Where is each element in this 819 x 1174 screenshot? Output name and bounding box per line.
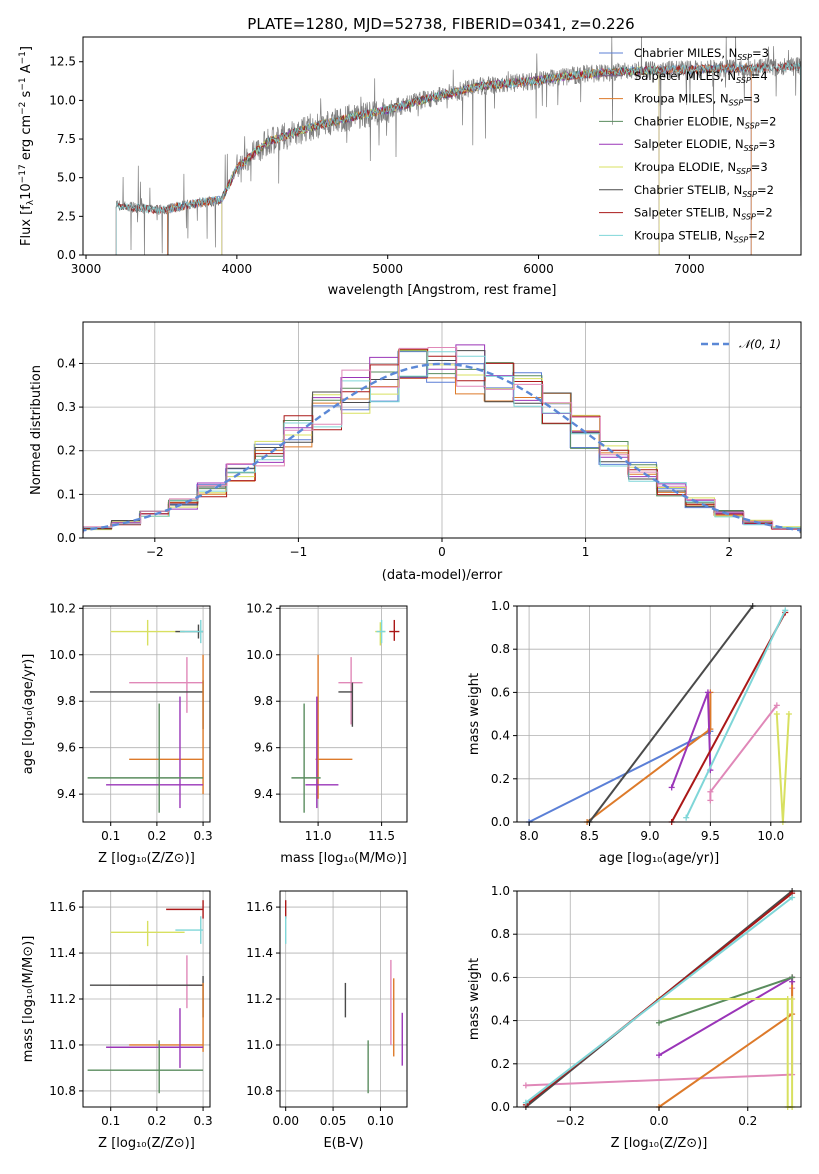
spectrum-xtick-label: 5000 [372, 262, 403, 276]
ytick-label: 10.0 [49, 648, 76, 662]
panel-xlabel: age [log₁₀(age/yr)] [599, 851, 720, 866]
histogram-ytick-label: 0.2 [57, 444, 76, 458]
xtick-label: 0.0 [649, 1114, 668, 1128]
xtick-label: 10.0 [757, 829, 784, 843]
histogram-xlabel: (data-model)/error [382, 568, 503, 583]
xtick-label: 0.10 [367, 1114, 394, 1128]
ytick-label: 10.8 [246, 1084, 273, 1098]
spectrum-xtick-label: 3000 [71, 262, 102, 276]
xtick-label: 0.2 [738, 1114, 757, 1128]
spectrum-ytick-label: 5.0 [57, 171, 76, 185]
histogram-ytick-label: 0.3 [57, 400, 76, 414]
xtick-label: 0.2 [147, 1114, 166, 1128]
xtick-label: 0.05 [320, 1114, 347, 1128]
ytick-label: 9.6 [57, 741, 76, 755]
spectrum-xlabel: wavelength [Angstrom, rest frame] [328, 283, 557, 298]
histogram-ytick-label: 0.4 [57, 356, 76, 370]
ytick-label: 11.2 [246, 992, 273, 1006]
ytick-label: 0.0 [491, 815, 510, 829]
spectrum-xtick-label: 4000 [222, 262, 253, 276]
histogram-xtick-label: −1 [290, 545, 308, 559]
spectrum-ytick-label: 10.0 [49, 93, 76, 107]
ytick-label: 9.4 [254, 787, 273, 801]
xtick-label: 11.5 [368, 829, 395, 843]
ytick-label: 10.8 [49, 1084, 76, 1098]
spectrum-xtick-label: 7000 [674, 262, 705, 276]
spectrum-ytick-label: 2.5 [57, 209, 76, 223]
ytick-label: 0.0 [491, 1100, 510, 1114]
histogram-ytick-label: 0.1 [57, 487, 76, 501]
panel-ylabel: mass weight [467, 958, 482, 1040]
ytick-label: 0.6 [491, 685, 510, 699]
histogram-ytick-label: 0.0 [57, 531, 76, 545]
legend-entry: 𝒩(0, 1) [739, 337, 781, 351]
panel-xlabel: E(B-V) [323, 1136, 363, 1151]
xtick-label: −0.2 [556, 1114, 585, 1128]
ytick-label: 11.2 [49, 992, 76, 1006]
ytick-label: 11.4 [246, 946, 273, 960]
ytick-label: 9.8 [57, 694, 76, 708]
ytick-label: 1.0 [491, 884, 510, 898]
spectrum-ytick-label: 0.0 [57, 248, 76, 262]
panel-xlabel: Z [log₁₀(Z/Z⊙)] [611, 1136, 708, 1151]
xtick-label: 0.1 [101, 829, 120, 843]
histogram-xtick-label: 0 [438, 545, 446, 559]
ytick-label: 11.0 [246, 1038, 273, 1052]
ytick-label: 0.2 [491, 772, 510, 786]
xtick-label: 0.3 [194, 1114, 213, 1128]
spectrum-ytick-label: 7.5 [57, 132, 76, 146]
xtick-label: 8.0 [520, 829, 539, 843]
ytick-label: 0.4 [491, 729, 510, 743]
spectrum-ytick-label: 12.5 [49, 55, 76, 69]
histogram-xtick-label: 1 [582, 545, 590, 559]
xtick-label: 0.3 [194, 829, 213, 843]
xtick-label: 0.1 [101, 1114, 120, 1128]
ytick-label: 9.4 [57, 787, 76, 801]
panel-ylabel: mass [log₁₀(M/M⊙)] [21, 936, 36, 1063]
ytick-label: 11.6 [246, 900, 273, 914]
panel-ylabel: age [log₁₀(age/yr)] [21, 654, 36, 775]
ytick-label: 0.6 [491, 970, 510, 984]
histogram-xtick-label: −2 [146, 545, 164, 559]
panel-xlabel: Z [log₁₀(Z/Z⊙)] [98, 1136, 195, 1151]
panel-xlabel: mass [log₁₀(M/M⊙)] [280, 851, 407, 866]
histogram-ylabel: Normed distribution [29, 365, 44, 495]
xtick-label: 0.00 [272, 1114, 299, 1128]
ytick-label: 0.8 [491, 927, 510, 941]
ytick-label: 0.4 [491, 1014, 510, 1028]
ytick-label: 11.0 [49, 1038, 76, 1052]
ytick-label: 10.2 [246, 601, 273, 615]
ytick-label: 9.8 [254, 694, 273, 708]
ytick-label: 0.2 [491, 1057, 510, 1071]
spectrum-xtick-label: 6000 [523, 262, 554, 276]
ytick-label: 0.8 [491, 642, 510, 656]
ytick-label: 1.0 [491, 599, 510, 613]
xtick-label: 11.0 [305, 829, 332, 843]
xtick-label: 0.2 [147, 829, 166, 843]
ytick-label: 11.6 [49, 900, 76, 914]
xtick-label: 9.0 [640, 829, 659, 843]
ytick-label: 10.2 [49, 601, 76, 615]
xtick-label: 8.5 [580, 829, 599, 843]
spectrum-title: PLATE=1280, MJD=52738, FIBERID=0341, z=0… [247, 15, 634, 33]
panel-ylabel: mass weight [467, 673, 482, 755]
ytick-label: 9.6 [254, 741, 273, 755]
spectrum-ylabel: Flux [fλ10−17 erg cm−2 s−1 A−1] [18, 46, 36, 246]
ytick-label: 10.0 [246, 648, 273, 662]
panel-xlabel: Z [log₁₀(Z/Z⊙)] [98, 851, 195, 866]
xtick-label: 9.5 [701, 829, 720, 843]
histogram-xtick-label: 2 [725, 545, 733, 559]
ytick-label: 11.4 [49, 946, 76, 960]
